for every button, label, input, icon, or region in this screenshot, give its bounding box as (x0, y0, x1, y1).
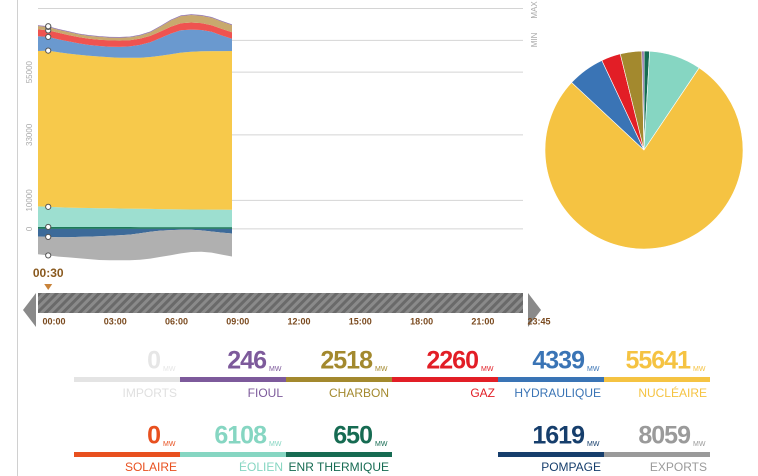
tile-bar[interactable] (286, 452, 392, 457)
tile-value[interactable]: 246 (227, 347, 267, 375)
tile-value[interactable]: 0 (147, 422, 161, 450)
x-tick-label: 12:00 (288, 316, 311, 326)
tile-name[interactable]: IMPORTS (123, 386, 177, 400)
min-line-label: MIN (530, 32, 539, 47)
area-7 (38, 228, 232, 238)
area-0 (38, 226, 232, 229)
x-tick-label: 18:00 (410, 316, 433, 326)
cursor-label: 00:30 (33, 266, 64, 280)
tile-bar[interactable] (286, 377, 392, 382)
cursor-dot (45, 223, 52, 231)
tile-name[interactable]: CHARBON (329, 386, 389, 400)
x-tick-label: 23:45 (527, 316, 550, 326)
tile-bar[interactable] (604, 377, 710, 382)
tile-unit[interactable]: MW (163, 366, 176, 373)
tile-bar[interactable] (74, 377, 180, 382)
tile-unit[interactable]: MW (693, 441, 706, 448)
cursor-dot (45, 233, 52, 241)
timeline-next[interactable] (528, 293, 541, 327)
tile-value[interactable]: 1619 (532, 422, 585, 450)
tile-name[interactable]: GAZ (470, 386, 495, 400)
pie-slice (641, 50, 645, 151)
x-tick-label: 00:00 (42, 316, 65, 326)
tile-bar[interactable] (392, 377, 498, 382)
timeline-bar[interactable] (38, 293, 523, 313)
cursor-dot (45, 33, 52, 41)
x-tick-label: 21:00 (471, 316, 494, 326)
tile-bar[interactable] (180, 377, 286, 382)
tile-unit[interactable]: MW (587, 441, 600, 448)
tile-value[interactable]: 6108 (214, 422, 268, 450)
cursor-dot (45, 252, 52, 259)
x-tick-label: 03:00 (104, 316, 127, 326)
tile-bar[interactable] (180, 452, 286, 457)
area-2 (38, 50, 232, 210)
x-tick-label: 15:00 (349, 316, 372, 326)
x-tick-label: 09:00 (226, 316, 249, 326)
tile-unit[interactable]: MW (693, 366, 706, 373)
area-1 (38, 206, 232, 228)
cursor-dot (45, 23, 52, 30)
tile-name[interactable]: POMPAGE (541, 460, 601, 474)
area-8 (38, 229, 232, 261)
tile-name[interactable]: EXPORTS (650, 460, 707, 474)
tile-unit[interactable]: MW (375, 366, 388, 373)
tile-value[interactable]: 2518 (320, 347, 374, 375)
tile-value[interactable]: 2260 (426, 347, 479, 375)
tile-unit[interactable]: MW (375, 441, 388, 448)
tile-unit[interactable]: MW (163, 441, 176, 448)
area-4 (38, 22, 232, 47)
tile-value[interactable]: 8059 (638, 422, 691, 450)
tile-unit[interactable]: MW (269, 441, 282, 448)
tile-name[interactable]: SOLAIRE (125, 460, 177, 474)
y-tick-label: 10000 (25, 189, 34, 212)
tile-value[interactable]: 55641 (625, 347, 692, 375)
timeline-prev[interactable] (23, 293, 36, 327)
pie-slice (544, 67, 744, 250)
tile-value[interactable]: 4339 (532, 347, 585, 375)
tile-bar[interactable] (604, 452, 710, 457)
y-tick-label: 0 (25, 226, 34, 231)
cursor-marker[interactable] (44, 284, 53, 290)
tile-unit[interactable]: MW (481, 366, 494, 373)
area-3 (38, 29, 232, 58)
cursor-dot (45, 203, 52, 210)
tile-bar[interactable] (498, 452, 604, 457)
x-tick-label: 06:00 (165, 316, 188, 326)
area-5 (38, 15, 232, 41)
tile-name[interactable]: FIOUL (248, 386, 284, 400)
tile-bar[interactable] (498, 377, 604, 382)
tile-name[interactable]: ÉOLIEN (239, 459, 283, 474)
tile-unit[interactable]: MW (587, 366, 600, 373)
cursor-dot (45, 47, 52, 54)
tile-bar[interactable] (74, 452, 180, 457)
tile-value[interactable]: 0 (147, 347, 161, 375)
tile-name[interactable]: ENR THERMIQUE (289, 460, 389, 474)
tile-name[interactable]: NUCLÉAIRE (638, 385, 707, 400)
tile-value[interactable]: 650 (333, 422, 373, 450)
y-tick-label: 33000 (25, 123, 34, 146)
y-tick-label: 55000 (25, 60, 34, 83)
tile-name[interactable]: HYDRAULIQUE (514, 386, 601, 400)
tile-unit[interactable]: MW (269, 366, 282, 373)
max-line-label: MAX (530, 1, 539, 19)
